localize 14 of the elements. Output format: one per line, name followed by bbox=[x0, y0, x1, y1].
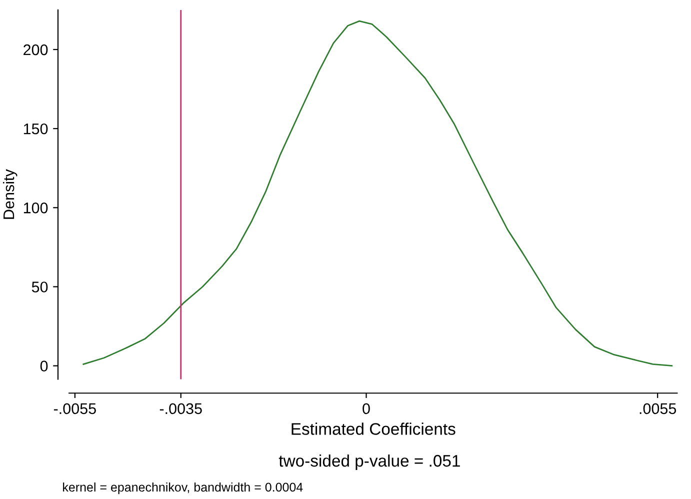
y-tick-label: 150 bbox=[24, 123, 48, 134]
y-tick-label: 100 bbox=[24, 202, 48, 214]
y-tick-label: 50 bbox=[32, 282, 48, 292]
x-tick-label: -.0035 bbox=[160, 403, 202, 414]
text: two-sided p-value = .051 bbox=[278, 454, 460, 470]
x-tick-label: 0 bbox=[362, 403, 370, 414]
x-tick-label: -.0055 bbox=[54, 403, 96, 414]
text: kernel = epanechnikov, bandwidth = 0.0004 bbox=[63, 482, 303, 494]
y-tick-label: 0 bbox=[40, 360, 48, 372]
y-axis-title: Density bbox=[2, 169, 18, 219]
x-tick-label: .0055 bbox=[640, 403, 676, 414]
line-series bbox=[82, 20, 673, 366]
y-tick-label: 200 bbox=[24, 44, 48, 56]
x-axis-title: Estimated Coefficients bbox=[292, 422, 456, 435]
